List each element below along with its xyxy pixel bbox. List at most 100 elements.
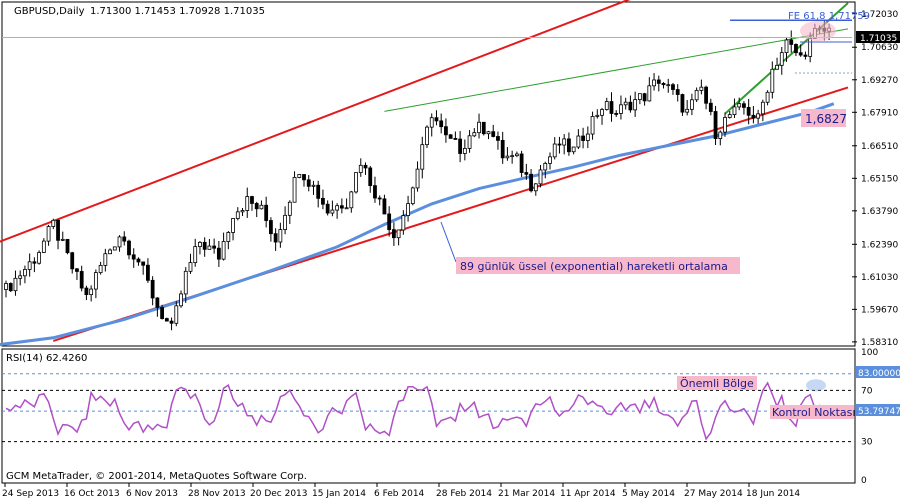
rsi-tick-label: 30 <box>861 438 873 448</box>
x-tick-label: 20 Dec 2013 <box>250 489 308 499</box>
candle <box>127 239 131 260</box>
candle-body <box>406 203 410 216</box>
candle-body <box>477 121 481 134</box>
candle <box>765 90 770 106</box>
candle-body <box>160 307 165 319</box>
candle-body <box>732 106 737 116</box>
candle-body <box>647 85 652 102</box>
candle-body <box>543 162 548 171</box>
candle-body <box>141 261 146 266</box>
candle-body <box>576 135 581 148</box>
candle <box>89 285 94 302</box>
candle <box>789 30 794 53</box>
candle <box>188 253 193 274</box>
candle <box>751 105 756 124</box>
candle-body <box>609 101 614 114</box>
candle <box>339 198 344 214</box>
candle <box>609 92 614 122</box>
candle-body <box>619 104 623 114</box>
candle <box>633 91 638 117</box>
x-tick-label: 6 Feb 2014 <box>374 489 425 499</box>
candle-body <box>656 79 661 84</box>
candle-body <box>146 264 150 281</box>
candle <box>401 210 406 235</box>
candle <box>604 97 609 111</box>
candle <box>160 304 165 320</box>
candle <box>150 276 155 306</box>
price-tick-label: 1.62390 <box>861 240 898 250</box>
candle-body <box>46 226 51 242</box>
candle <box>415 161 420 192</box>
candle <box>306 175 311 192</box>
candle-body <box>704 86 708 104</box>
candle <box>491 124 496 138</box>
candle <box>60 231 65 242</box>
candle <box>278 222 283 248</box>
candle-body <box>245 196 250 211</box>
candle-body <box>614 113 619 115</box>
candle <box>4 280 8 298</box>
candle-body <box>13 277 18 292</box>
rsi-zone-box <box>677 376 757 390</box>
candle-body <box>273 233 278 243</box>
candle-body <box>103 253 108 266</box>
ohlc-header: 1.71300 1.71453 1.70928 1.71035 <box>90 6 265 17</box>
candle <box>756 109 761 124</box>
candle-body <box>226 232 231 242</box>
candle-body <box>37 252 42 264</box>
candle <box>671 82 675 95</box>
candle-body <box>808 38 813 57</box>
candle-body <box>751 114 756 119</box>
candle-body <box>8 283 13 292</box>
candle-body <box>519 153 524 173</box>
candle <box>297 174 302 179</box>
ema89-line <box>0 102 835 347</box>
candle <box>136 257 141 266</box>
x-tick-label: 27 May 2014 <box>684 489 743 499</box>
candle <box>349 190 354 213</box>
candle-body <box>803 54 808 57</box>
candle <box>311 180 316 195</box>
candle <box>510 150 515 164</box>
rsi-lower-text: 53.79747 <box>858 407 900 417</box>
candle-body <box>429 117 434 128</box>
candle-body <box>89 288 94 296</box>
candle <box>713 105 718 146</box>
candle <box>699 79 704 95</box>
candle <box>221 232 226 261</box>
candle <box>727 111 732 119</box>
candle-body <box>694 90 699 101</box>
candle-body <box>675 89 680 95</box>
candle-body <box>514 153 519 157</box>
candle-body <box>221 241 226 260</box>
candle-body <box>444 126 448 136</box>
candle <box>169 317 174 331</box>
candle-body <box>297 174 302 178</box>
current-price-text: 1.71035 <box>860 34 897 44</box>
candle <box>46 224 51 246</box>
candle <box>373 176 377 203</box>
candle <box>581 127 586 149</box>
candle <box>108 248 112 255</box>
candle <box>689 93 694 116</box>
candle <box>500 131 505 164</box>
candle-body <box>18 275 23 279</box>
candle <box>543 161 548 179</box>
candle-body <box>538 169 543 185</box>
candle <box>231 217 235 241</box>
candle-body <box>486 131 491 135</box>
price-tick-label: 1.59670 <box>861 305 898 315</box>
candle <box>585 126 590 149</box>
rsi-tick-label: 0 <box>861 476 867 486</box>
candle <box>524 163 529 180</box>
candle-body <box>439 120 444 128</box>
price-tick-label: 1.61030 <box>861 273 898 283</box>
candle <box>377 195 382 206</box>
x-tick-label: 16 Oct 2013 <box>64 489 120 499</box>
candle-body <box>548 156 552 164</box>
candle <box>557 136 562 154</box>
candle <box>723 112 727 137</box>
rsi-control-label: Kontrol Noktası <box>772 406 855 419</box>
candle-body <box>746 107 751 116</box>
